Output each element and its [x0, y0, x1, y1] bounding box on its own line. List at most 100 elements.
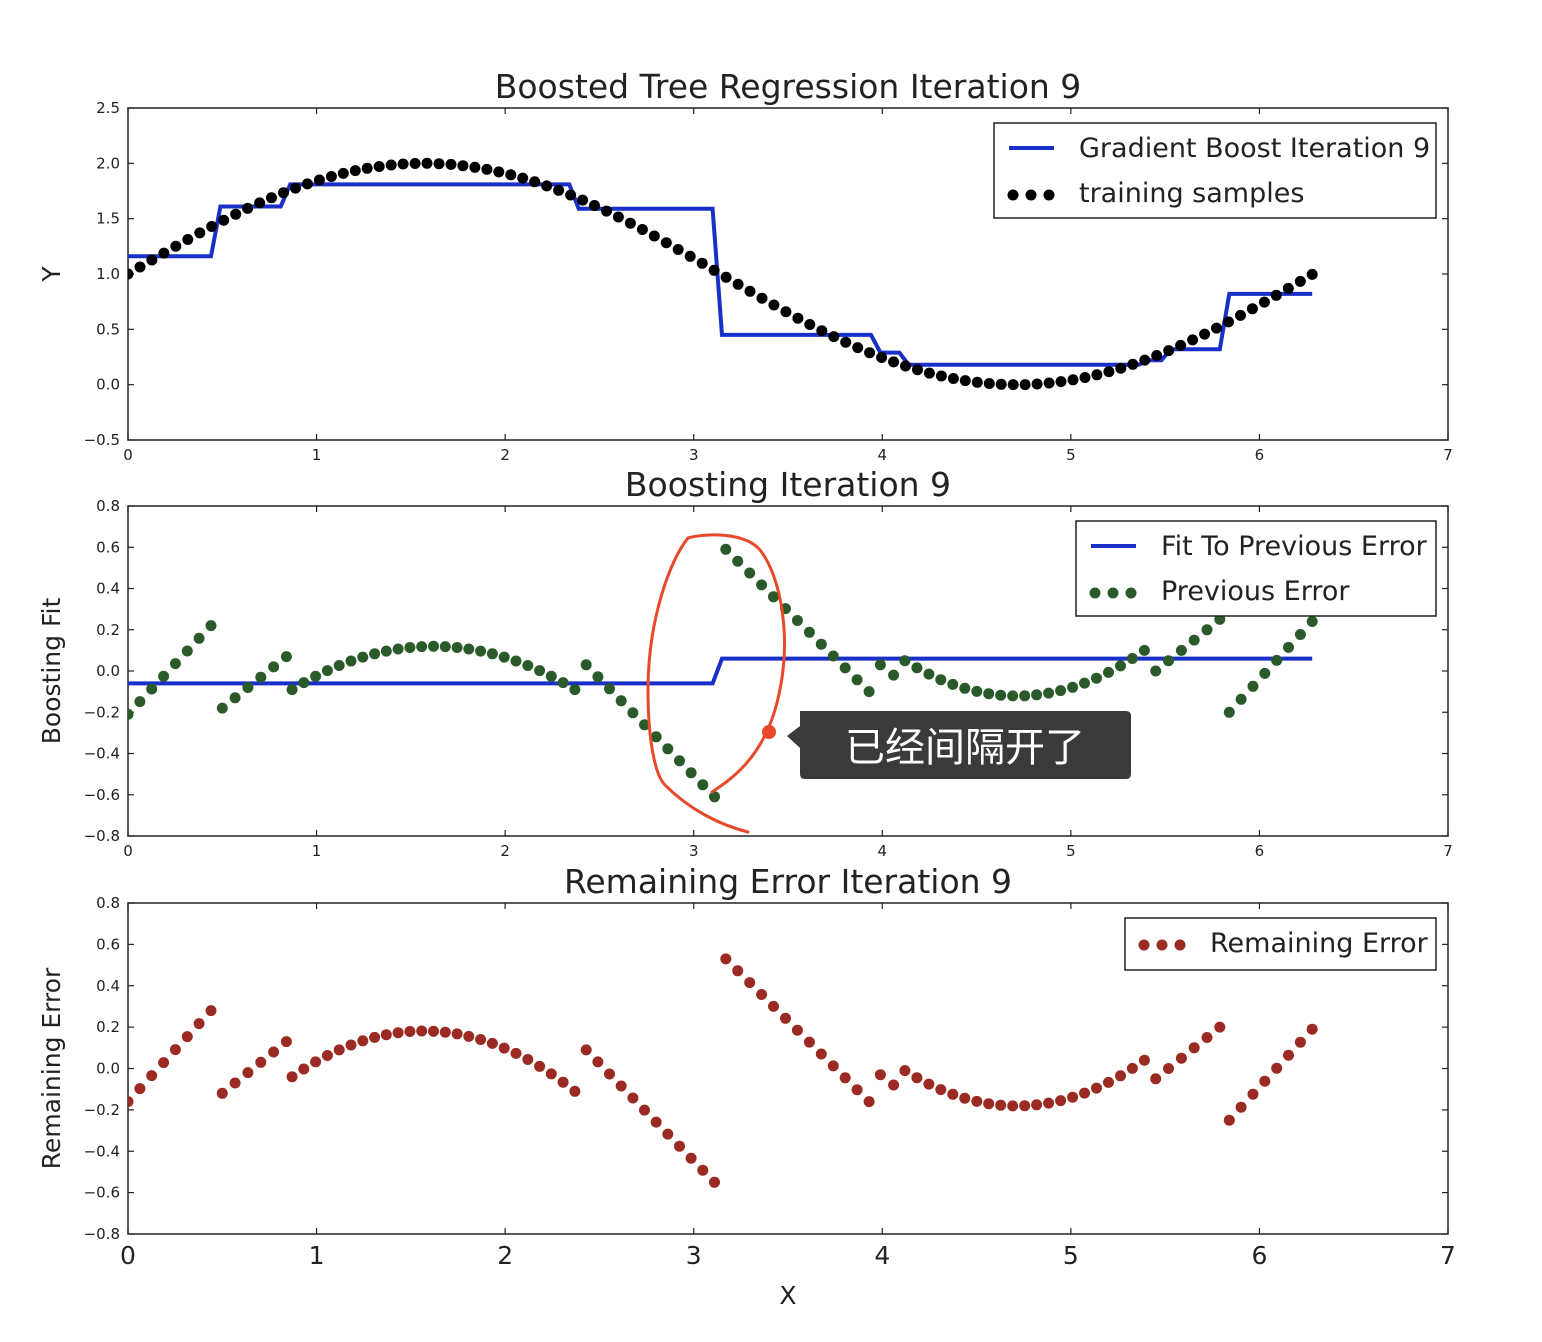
data-point: [815, 638, 827, 650]
x-tick-label: 0: [123, 842, 133, 860]
y-tick-label: 1.0: [96, 265, 120, 283]
data-point: [983, 1098, 995, 1110]
data-point: [522, 1054, 534, 1065]
legend-dot-swatch: [1025, 189, 1037, 201]
data-point: [469, 161, 481, 173]
data-point: [685, 767, 697, 779]
legend: Fit To Previous Error Previous Error: [1075, 520, 1437, 617]
data-point: [768, 591, 779, 603]
red-loop-annotation: [646, 533, 786, 834]
data-point: [1138, 1054, 1150, 1066]
data-point: [1115, 1070, 1126, 1082]
x-tick-label: 1: [309, 1241, 325, 1270]
data-point: [286, 684, 298, 696]
x-tick-label: 6: [1251, 1241, 1267, 1270]
data-point: [345, 1039, 357, 1051]
data-point: [650, 1116, 662, 1128]
data-point: [385, 159, 397, 171]
data-point: [756, 292, 768, 304]
data-point: [1201, 1032, 1213, 1043]
data-point: [816, 325, 828, 337]
data-point: [451, 1028, 463, 1040]
data-point: [1259, 1075, 1271, 1087]
data-point: [290, 182, 301, 194]
x-tick-label: 4: [878, 842, 888, 860]
callout-text: 已经间隔开了: [845, 725, 1085, 771]
data-point: [493, 166, 505, 178]
data-point: [1235, 309, 1246, 321]
data-point: [744, 567, 756, 579]
panel-2: Boosting Iteration 9 Boosting Fit 0 1 2 3 4 5 6 7…: [37, 465, 1453, 860]
data-point: [840, 336, 852, 348]
data-point: [1175, 1052, 1187, 1064]
data-point: [639, 719, 650, 731]
data-point: [1139, 354, 1151, 366]
data-point: [345, 655, 357, 667]
data-point: [639, 1104, 650, 1116]
panel-title: Boosting Iteration 9: [625, 465, 951, 504]
y-tick-label: −0.5: [84, 431, 120, 449]
data-point: [780, 306, 792, 318]
legend-label: Previous Error: [1161, 576, 1350, 607]
data-point: [876, 352, 888, 363]
data-point: [874, 659, 886, 671]
data-point: [912, 364, 923, 376]
data-point: [498, 1042, 510, 1054]
data-point: [206, 221, 218, 232]
data-point: [959, 682, 971, 694]
data-point: [169, 658, 181, 670]
y-tick-label: −0.6: [84, 786, 120, 804]
y-tick-label: 0.5: [96, 320, 120, 338]
legend-dot-swatch: [1007, 189, 1019, 201]
data-point: [529, 176, 541, 188]
legend-dot-swatch: [1138, 939, 1150, 951]
data-point: [510, 1047, 522, 1059]
y-tick-label: 0.4: [96, 580, 120, 598]
series-points-1: [128, 953, 1318, 1188]
x-tick-label: 2: [500, 842, 510, 860]
legend-label: Remaining Error: [1210, 928, 1429, 959]
data-point: [557, 677, 569, 689]
data-point: [1115, 660, 1126, 672]
data-point: [1007, 379, 1019, 391]
data-point: [349, 165, 361, 177]
data-point: [615, 695, 627, 707]
data-point: [1246, 303, 1258, 315]
data-point: [128, 1096, 134, 1108]
legend-dot-swatch: [1174, 939, 1186, 951]
data-point: [1138, 644, 1150, 656]
data-point: [1019, 690, 1031, 702]
data-point: [361, 162, 373, 174]
data-point: [534, 665, 546, 677]
data-point: [534, 1060, 546, 1072]
data-point: [624, 217, 636, 229]
data-point: [242, 202, 254, 214]
data-point: [475, 1034, 487, 1045]
data-point: [392, 1027, 404, 1039]
data-point: [457, 160, 469, 172]
legend: Remaining Error: [1124, 917, 1437, 971]
data-point: [935, 370, 947, 382]
data-point: [286, 1071, 298, 1083]
data-point: [674, 1140, 685, 1152]
data-point: [421, 157, 433, 169]
y-tick-label: 0.0: [96, 662, 120, 680]
y-tick-label: −0.2: [84, 703, 120, 721]
data-point: [321, 665, 333, 677]
data-point: [1079, 372, 1091, 383]
data-point: [888, 669, 900, 681]
data-point: [1091, 1082, 1102, 1094]
x-tick-label: 2: [497, 1241, 513, 1270]
data-point: [1103, 1076, 1114, 1088]
data-point: [1306, 616, 1318, 627]
x-tick-label: 3: [689, 842, 699, 860]
data-point: [1294, 275, 1306, 287]
data-point: [744, 977, 756, 989]
x-tick-label: 5: [1063, 1241, 1079, 1270]
data-point: [899, 655, 911, 667]
data-point: [1175, 644, 1187, 656]
data-point: [662, 743, 674, 755]
data-point: [416, 1025, 428, 1037]
data-point: [510, 655, 522, 667]
